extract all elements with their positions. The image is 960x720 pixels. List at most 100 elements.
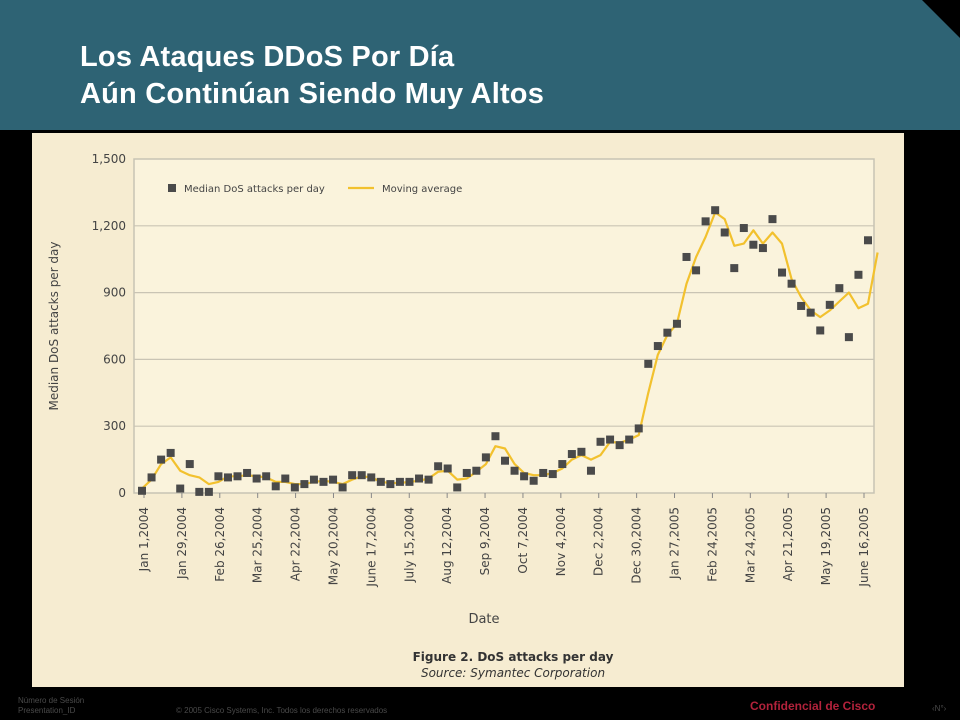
data-point-marker [711,206,720,215]
figure-caption: Figure 2. DoS attacks per day Source: Sy… [32,650,904,680]
data-point-marker [271,482,280,491]
data-point-marker [548,470,557,479]
x-tick-label: Nov 4,2004 [554,507,568,576]
y-tick-label: 1,200 [92,219,126,233]
data-point-marker [329,475,338,484]
x-tick-label: Dec 2,2004 [592,507,606,576]
data-point-marker [462,468,471,477]
figure-caption-source: Source: Symantec Corporation [420,666,606,680]
data-point-marker [424,475,433,484]
figure-caption-title: Figure 2. DoS attacks per day [412,650,614,664]
data-point-marker [376,477,385,486]
data-point-marker [749,240,758,249]
data-point-marker [720,228,729,237]
data-point-marker [166,448,175,457]
data-point-marker [615,441,624,450]
data-point-marker [204,487,213,496]
footer-copyright: © 2005 Cisco Systems, Inc. Todos los der… [176,706,388,715]
x-tick-label: Mar 24,2005 [743,507,757,583]
plot-area [133,158,875,494]
data-point-marker [577,447,586,456]
x-tick-label: Feb 26,2004 [213,507,227,582]
data-point-marker [157,455,166,464]
data-point-marker [386,480,395,489]
x-tick-label: June 16,2005 [857,507,871,588]
x-tick-label: Jan 27,2005 [668,507,682,580]
data-point-marker [214,472,223,481]
data-point-marker [176,484,185,493]
data-point-marker [233,472,242,481]
slide-title-line-2: Aún Continúan Siendo Muy Altos [80,78,545,110]
data-point-marker [357,471,366,480]
data-point-marker [558,460,567,469]
x-tick-label: Jan 29,2004 [175,507,189,580]
data-point-marker [138,486,146,495]
data-point-marker [653,342,662,351]
data-point-marker [510,466,519,475]
data-point-marker [520,472,529,481]
data-point-marker [758,244,767,253]
data-point-marker [806,308,815,317]
y-tick-label: 0 [118,486,126,500]
data-point-marker [625,435,634,444]
data-point-marker [529,476,538,485]
data-point-marker [252,474,261,483]
data-point-marker [663,328,672,337]
header-corner-notch [922,0,960,38]
data-point-marker [243,468,252,477]
data-point-marker [701,217,710,226]
data-point-marker [567,450,576,459]
y-tick-label: 300 [103,419,126,433]
data-point-marker [730,264,739,273]
legend-marker-swatch [168,184,176,192]
legend-label-median: Median DoS attacks per day [184,184,325,195]
data-point-marker [672,319,681,328]
y-axis-label: Median DoS attacks per day [47,241,61,410]
y-tick-label: 900 [103,286,126,300]
data-point-marker [472,466,481,475]
data-point-marker [491,432,500,441]
footer-presentation-id: Presentation_ID [18,706,76,715]
data-point-marker [195,487,204,496]
data-point-marker [348,471,357,480]
data-point-marker [644,359,653,368]
data-point-marker [415,474,424,483]
x-tick-label: Mar 25,2004 [251,507,265,583]
data-point-marker [692,266,701,275]
data-point-marker [319,477,328,486]
data-point-marker [778,268,787,277]
x-tick-label: Sep 9,2004 [478,507,492,575]
data-point-marker [223,473,232,482]
data-point-marker [262,472,271,481]
data-point-marker [309,475,318,484]
x-tick-label: Apr 22,2004 [289,507,303,581]
x-tick-label: May 20,2004 [326,507,340,585]
data-point-marker [281,474,290,483]
data-point-marker [338,483,347,492]
x-tick-label: Dec 30,2004 [630,507,644,584]
footer-page-number: ‹N°› [932,704,947,713]
slide-title-line-1: Los Ataques DDoS Por Día [80,41,455,73]
data-point-marker [185,460,194,469]
x-tick-label: Jan 1,2004 [137,507,151,572]
data-point-marker [586,466,595,475]
data-point-marker [835,284,844,293]
x-tick-label: June 17,2004 [364,507,378,588]
data-point-marker [481,453,490,462]
data-point-marker [739,224,748,233]
slide-header: Los Ataques DDoS Por Día Aún Continúan S… [0,0,960,130]
x-tick-label: Aug 12,2004 [440,507,454,584]
data-point-marker [854,270,863,279]
data-point-marker [290,483,299,492]
data-point-marker [434,462,443,471]
data-point-marker [147,473,156,482]
data-point-marker [300,480,309,489]
data-point-marker [501,456,509,465]
data-point-marker [825,300,834,309]
x-tick-label: Apr 21,2005 [781,507,795,581]
data-point-marker [367,473,376,482]
data-point-marker [634,424,643,433]
data-point-marker [405,477,414,486]
data-point-marker [395,477,404,486]
dos-attacks-chart: 0 300 600 900 1,200 1,500 Median DoS attacks p… [47,152,879,627]
